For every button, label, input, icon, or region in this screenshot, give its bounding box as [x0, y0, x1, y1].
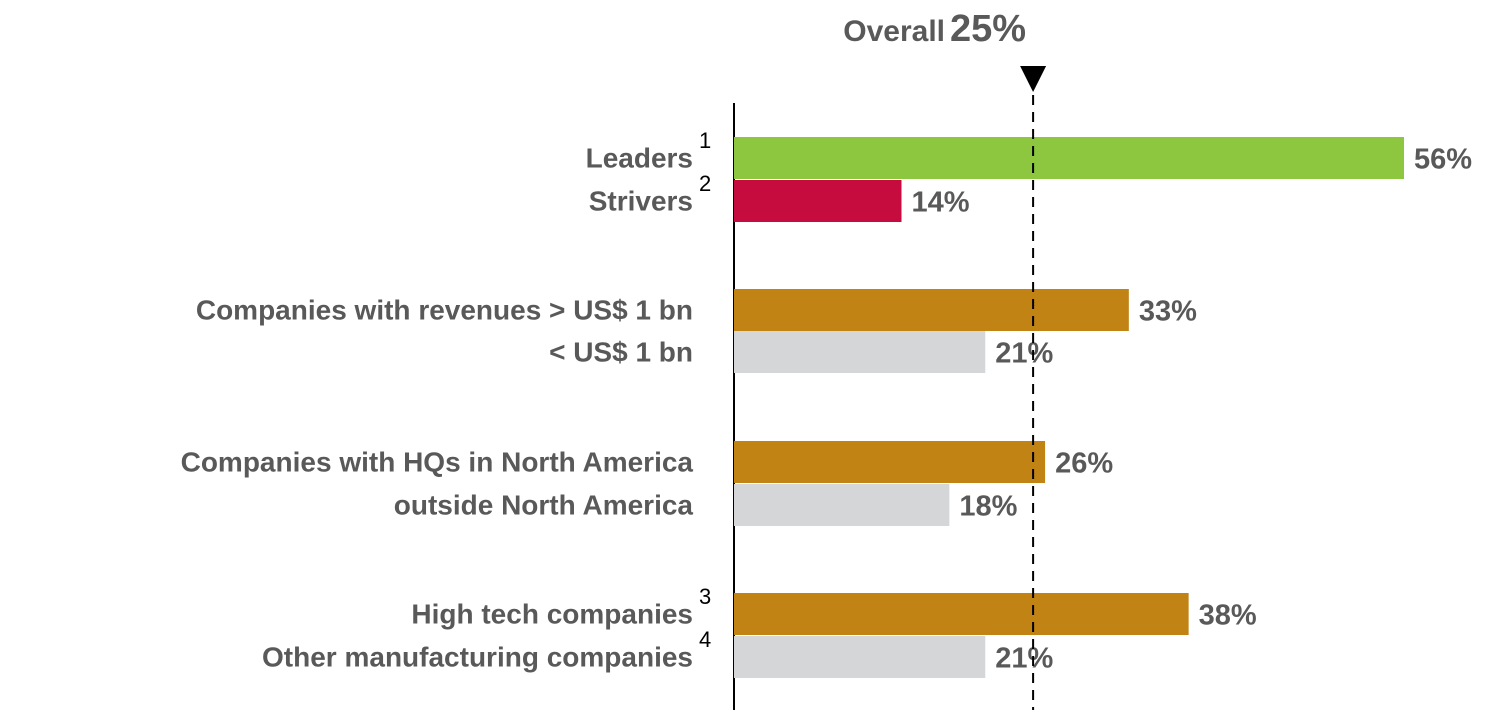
footnote-marker: 1	[699, 128, 711, 153]
reference-marker	[1020, 66, 1047, 92]
footnote-marker: 2	[699, 171, 711, 196]
value-label: 56%	[1414, 144, 1472, 176]
category-label: Strivers	[589, 185, 693, 216]
category-label: Other manufacturing companies	[262, 641, 693, 672]
value-label: 18%	[959, 491, 1017, 523]
reference-label: Overall	[843, 15, 945, 48]
value-label: 26%	[1055, 448, 1113, 480]
category-label: < US$ 1 bn	[549, 336, 693, 367]
bar	[734, 636, 986, 678]
category-label: High tech companies	[411, 598, 693, 629]
reference-value-label: 25%	[950, 8, 1026, 50]
bar	[734, 180, 902, 222]
bar	[734, 289, 1129, 331]
bar	[734, 484, 950, 526]
category-label: Leaders	[586, 142, 693, 173]
bar	[734, 137, 1404, 179]
value-label: 14%	[912, 187, 970, 219]
bar	[734, 441, 1046, 483]
footnote-marker: 4	[699, 627, 711, 652]
bar	[734, 331, 986, 373]
value-label: 21%	[995, 643, 1053, 675]
category-label: Companies with HQs in North America	[181, 446, 694, 477]
value-label: 38%	[1199, 600, 1257, 632]
value-label: 21%	[995, 338, 1053, 370]
category-label: outside North America	[394, 489, 694, 520]
category-label: Companies with revenues > US$ 1 bn	[196, 294, 693, 325]
value-label: 33%	[1139, 296, 1197, 328]
bar	[734, 593, 1189, 635]
footnote-marker: 3	[699, 584, 711, 609]
